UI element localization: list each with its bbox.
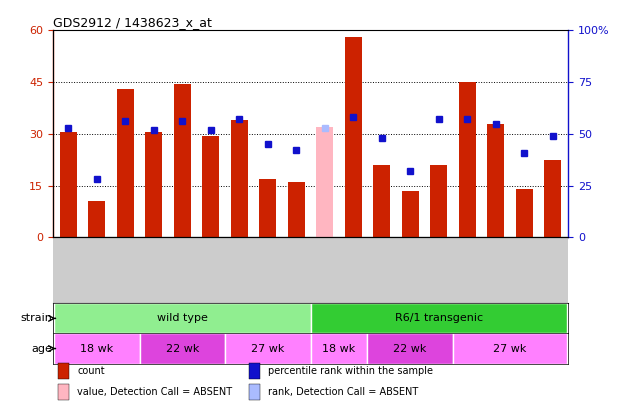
Bar: [373, 165, 390, 237]
Bar: [60, 132, 77, 237]
Bar: [430, 165, 447, 237]
Text: GDS2912 / 1438623_x_at: GDS2912 / 1438623_x_at: [53, 16, 212, 29]
Bar: [458, 82, 476, 237]
Bar: [288, 182, 305, 237]
Bar: [453, 333, 567, 364]
Bar: [402, 191, 419, 237]
Bar: [202, 136, 219, 237]
Bar: [248, 384, 260, 400]
Bar: [58, 384, 70, 400]
Bar: [231, 120, 248, 237]
Text: 27 wk: 27 wk: [251, 343, 284, 354]
Bar: [368, 333, 453, 364]
Bar: [345, 37, 362, 237]
Bar: [316, 127, 333, 237]
Bar: [310, 303, 567, 333]
Text: R6/1 transgenic: R6/1 transgenic: [394, 313, 483, 324]
Bar: [248, 363, 260, 379]
Bar: [487, 124, 504, 237]
Bar: [88, 201, 106, 237]
Text: 22 wk: 22 wk: [394, 343, 427, 354]
Bar: [54, 303, 310, 333]
Bar: [54, 333, 140, 364]
Text: value, Detection Call = ABSENT: value, Detection Call = ABSENT: [77, 387, 232, 397]
Bar: [174, 84, 191, 237]
Text: 18 wk: 18 wk: [80, 343, 114, 354]
Text: strain: strain: [20, 313, 53, 324]
Text: rank, Detection Call = ABSENT: rank, Detection Call = ABSENT: [268, 387, 418, 397]
Bar: [117, 89, 134, 237]
Bar: [225, 333, 310, 364]
Bar: [544, 160, 561, 237]
Text: 18 wk: 18 wk: [322, 343, 356, 354]
Text: 27 wk: 27 wk: [493, 343, 527, 354]
Bar: [259, 179, 276, 237]
Bar: [140, 333, 225, 364]
Text: wild type: wild type: [157, 313, 208, 324]
Bar: [515, 189, 533, 237]
Text: percentile rank within the sample: percentile rank within the sample: [268, 366, 433, 376]
Text: count: count: [77, 366, 104, 376]
Bar: [145, 132, 163, 237]
Text: 22 wk: 22 wk: [166, 343, 199, 354]
Bar: [310, 333, 368, 364]
Bar: [58, 363, 70, 379]
Text: age: age: [32, 343, 53, 354]
